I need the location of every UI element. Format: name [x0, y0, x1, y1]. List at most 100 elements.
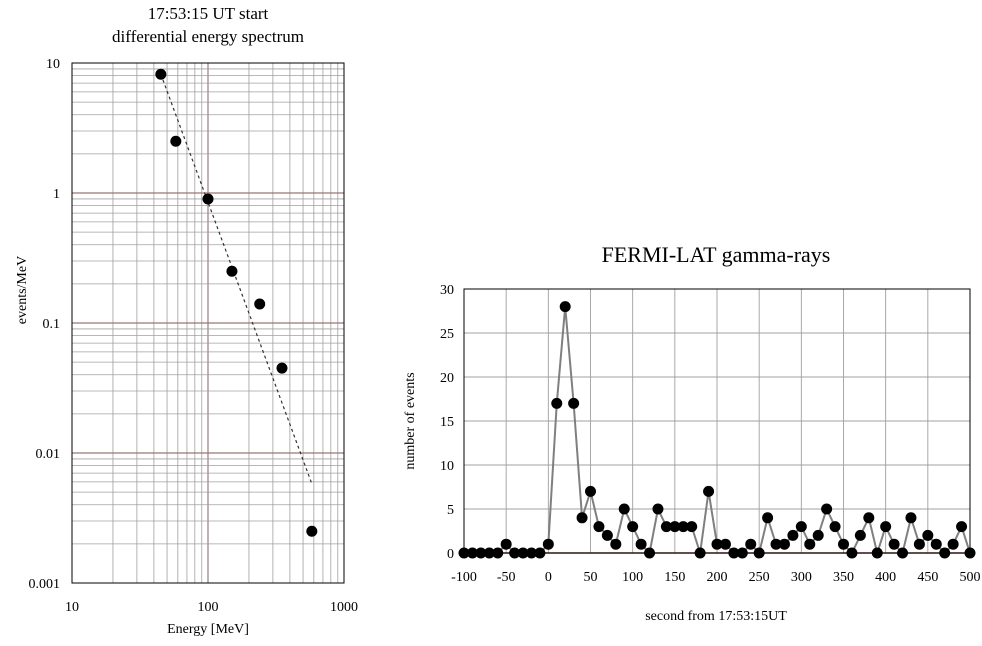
fermi-data-point	[787, 529, 799, 541]
fermi-data-point	[922, 529, 934, 541]
spectrum-fit-line	[160, 73, 313, 484]
fermi-x-tick-label: 50	[584, 570, 598, 585]
fermi-data-point	[652, 503, 664, 515]
spectrum-plot-frame	[71, 62, 345, 584]
fermi-data-point	[585, 485, 596, 497]
fermi-x-tick-label: 300	[791, 570, 812, 585]
spectrum-y-tick-label: 10	[46, 57, 60, 72]
fermi-data-point	[559, 301, 571, 313]
fermi-data-point	[905, 512, 917, 524]
fermi-data-point	[745, 538, 757, 550]
fermi-tick-labels: -100 -50 0 50 100 150 200 250 300 350 400 450 500 0 5 1…	[440, 283, 981, 585]
fermi-data-point	[871, 547, 883, 559]
fermi-data-point	[846, 547, 858, 559]
fermi-data-point	[669, 521, 681, 533]
fermi-x-tick-label: -50	[497, 570, 516, 585]
fermi-y-tick-label: 10	[440, 459, 454, 474]
spectrum-y-tick-label: 0.01	[36, 447, 61, 462]
fermi-y-tick-label: 5	[447, 503, 454, 518]
fermi-data-point	[829, 521, 841, 533]
fermi-data-point	[458, 547, 470, 559]
fermi-grid	[464, 289, 970, 554]
spectrum-y-tick-label: 0.1	[43, 317, 61, 332]
spectrum-grid	[72, 63, 344, 583]
fermi-data-point	[686, 521, 698, 533]
fermi-data-point	[753, 547, 765, 559]
spectrum-data-point	[170, 135, 182, 147]
fermi-data-point	[475, 547, 487, 559]
fermi-data-point	[627, 521, 639, 533]
fermi-x-tick-label: 400	[875, 570, 896, 585]
fermi-x-tick-label: 450	[917, 570, 938, 585]
fermi-data-point	[728, 547, 740, 559]
fermi-data-point	[517, 547, 529, 559]
fermi-x-tick-label: 500	[960, 570, 981, 585]
fermi-data-point	[863, 512, 875, 524]
fermi-data-point	[956, 521, 968, 533]
fermi-data-point	[804, 538, 816, 550]
fermi-data-point	[483, 547, 495, 559]
fermi-data-point	[880, 521, 892, 533]
fermi-data-point	[913, 538, 925, 550]
fermi-data-point	[964, 547, 976, 559]
fermi-lat-chart: FERMI-LAT gamma-rays -100 -50 0 50 100 150 200…	[403, 242, 981, 624]
spectrum-x-tick-label: 1000	[330, 600, 358, 615]
spectrum-tick-labels: 10 100 1000 0.001 0.01 0.1 1 10	[29, 57, 359, 615]
fermi-data-point	[618, 503, 630, 515]
fermi-plot-frame	[463, 288, 971, 554]
fermi-data-point	[466, 547, 478, 559]
fermi-y-tick-label: 20	[440, 371, 454, 386]
fermi-x-tick-label: 150	[664, 570, 685, 585]
fermi-data-point	[888, 538, 900, 550]
fermi-x-tick-label: 200	[707, 570, 728, 585]
fermi-points	[458, 301, 976, 559]
spectrum-data-point	[306, 525, 318, 537]
fermi-data-point	[576, 512, 588, 524]
fermi-data-point	[838, 538, 849, 550]
fermi-data-point	[930, 538, 942, 550]
fermi-data-point	[509, 547, 521, 559]
fermi-data-point	[947, 538, 959, 550]
spectrum-data-point	[202, 193, 214, 205]
fermi-data-point	[703, 485, 715, 497]
fermi-y-tick-label: 15	[440, 415, 454, 430]
fermi-data-point	[542, 538, 554, 550]
fermi-data-point	[736, 547, 748, 559]
fermi-data-point	[897, 547, 909, 559]
spectrum-title-line1: 17:53:15 UT start	[148, 4, 269, 23]
fermi-data-point	[551, 397, 563, 409]
fermi-data-point	[762, 512, 774, 524]
spectrum-title-line2: differential energy spectrum	[112, 27, 304, 46]
fermi-data-point	[821, 503, 833, 515]
fermi-y-tick-label: 25	[440, 327, 454, 342]
spectrum-y-tick-label: 1	[53, 187, 60, 202]
fermi-y-tick-label: 30	[440, 283, 454, 298]
fermi-data-point	[500, 538, 512, 550]
fermi-data-point	[660, 521, 672, 533]
fermi-data-point	[939, 547, 951, 559]
fermi-data-point	[694, 547, 706, 559]
fermi-x-tick-label: 0	[545, 570, 552, 585]
fermi-data-point	[854, 529, 866, 541]
fermi-x-tick-label: -100	[451, 570, 477, 585]
spectrum-x-tick-label: 10	[65, 600, 79, 615]
fermi-x-tick-label: 100	[622, 570, 643, 585]
spectrum-y-axis-label: events/MeV	[15, 256, 30, 324]
fermi-data-point	[770, 538, 782, 550]
fermi-data-point	[610, 538, 622, 550]
fermi-data-point	[711, 538, 723, 550]
fermi-data-point	[677, 521, 689, 533]
spectrum-data-point	[254, 298, 266, 310]
fermi-data-point	[644, 547, 656, 559]
fermi-y-tick-label: 0	[447, 547, 454, 562]
fermi-data-point	[719, 538, 731, 550]
spectrum-data-point	[226, 265, 238, 277]
fermi-x-tick-label: 350	[833, 570, 854, 585]
energy-spectrum-chart: 17:53:15 UT start differential energy sp…	[15, 4, 358, 637]
spectrum-x-tick-label: 100	[198, 600, 219, 615]
fermi-data-point	[568, 397, 580, 409]
fermi-data-point	[601, 529, 613, 541]
fermi-data-point	[812, 529, 824, 541]
fermi-data-point	[778, 538, 790, 550]
spectrum-data-point	[276, 362, 288, 374]
